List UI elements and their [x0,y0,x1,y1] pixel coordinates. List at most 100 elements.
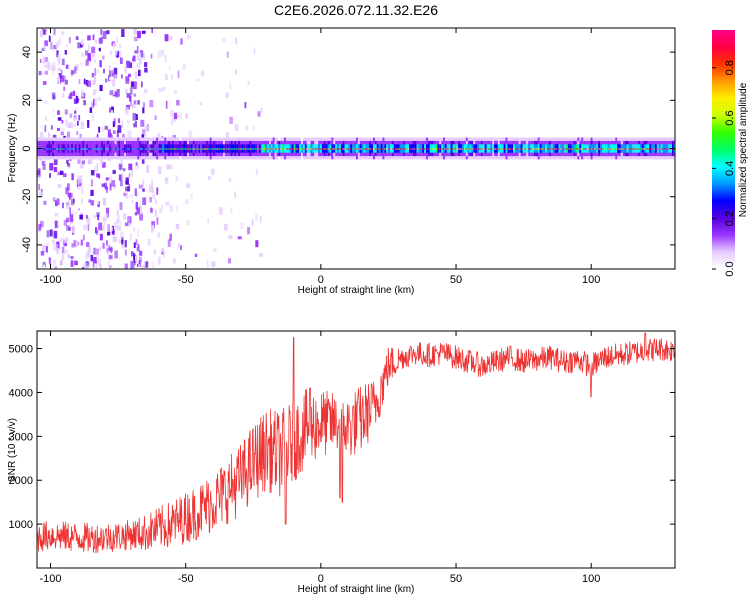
spectrogram-band-cell [579,148,582,150]
spectrogram-band-cell [339,148,342,150]
spectrogram-noise-cell [147,238,151,246]
spectrogram-noise-cell [38,184,41,191]
spectrogram-noise-cell [126,93,131,98]
page-title: C2E6.2026.072.11.32.E26 [274,2,438,18]
spectrogram-noise-cell [173,56,176,61]
spectrogram-band-cell [535,148,539,150]
spectrogram-noise-cell [132,55,136,62]
spectrogram-band-cell [458,148,461,150]
spectrogram-band-cell [308,148,312,150]
spectrogram-noise-cell [252,125,256,131]
spectrogram-band-cell [488,148,491,150]
spectrogram-noise-cell [257,111,261,117]
spectrogram-noise-cell [80,164,84,168]
spectrogram-noise-cell [53,29,56,36]
spectrogram-noise-cell [60,92,63,97]
spectrogram-ytick-label: -40 [21,237,33,253]
spectrogram-band-cell [602,148,605,150]
spectrogram-noise-cell [91,46,96,53]
spectrogram-band-cell [607,148,611,150]
spectrogram-band-cell [187,148,190,150]
spectrogram-band-cell [354,148,357,150]
snr-xtick-label: 0 [318,573,324,585]
spectrogram-noise-cell [260,107,263,113]
spectrogram-noise-cell [102,197,107,206]
spectrogram-noise-cell [124,249,127,256]
spectrogram-noise-cell [106,207,110,215]
spectrogram-noise-cell [92,89,97,94]
spectrogram-noise-cell [73,198,75,204]
spectrogram-noise-cell [90,101,93,107]
spectrogram-band-cell [558,148,561,150]
spectrogram-noise-cell [39,59,42,63]
spectrogram-band-cell [554,148,558,150]
spectrogram-noise-cell [75,215,79,220]
spectrogram-band-cell [547,148,550,150]
spectrogram-noise-cell [79,134,82,141]
spectrogram-noise-cell [94,58,97,63]
spectrogram-noise-cell [150,53,153,59]
spectrogram-band-cell [662,148,665,150]
spectrogram-noise-cell [75,96,79,104]
spectrogram-noise-cell [185,198,189,204]
spectrogram-band-cell [484,148,488,150]
spectrogram-band-cell [42,148,46,150]
spectrogram-noise-cell [175,223,180,230]
spectrogram-band-cell [399,148,402,150]
spectrogram-ytick-label: 20 [21,94,33,106]
spectrogram-band-cell [344,148,347,150]
spectrogram-noise-cell [144,88,148,94]
spectrogram-noise-cell [107,224,110,231]
snr-ylabel: SNR (10 * v/v) [7,418,18,482]
spectrogram-noise-cell [128,163,133,171]
spectrogram-noise-cell [112,130,116,134]
spectrogram-noise-cell [38,223,42,231]
spectrogram-noise-cell [167,239,171,247]
spectrogram-noise-cell [144,267,148,269]
spectrogram-noise-cell [54,220,58,228]
spectrogram-band-cell [410,148,414,150]
spectrogram-noise-cell [161,87,165,92]
spectrogram-noise-cell [135,162,139,170]
spectrogram-noise-cell [61,120,64,124]
spectrogram-noise-cell [64,109,68,115]
spectrogram-noise-cell [42,244,46,252]
spectrogram-noise-cell [74,66,77,74]
spectrogram-noise-cell [160,223,164,228]
spectrogram-noise-cell [42,261,46,268]
spectrogram-band-cell [232,148,235,150]
spectrogram-ytick-label: -20 [21,189,33,205]
spectrogram-noise-cell [129,81,133,90]
spectrogram-noise-cell [101,127,105,133]
spectrogram-noise-cell [140,119,145,127]
spectrogram-noise-cell [94,68,96,76]
spectrogram-band-cell [139,148,142,150]
colorbar-tick-label: 0.2 [724,211,736,226]
spectrogram-noise-cell [104,216,107,222]
spectrogram-noise-cell [126,60,130,68]
spectrogram-noise-cell [44,40,48,47]
spectrogram-noise-cell [180,245,182,251]
spectrogram-band-cell [350,148,353,150]
spectrogram-xtick-label: 0 [318,274,324,286]
spectrogram-noise-cell [55,220,59,229]
spectrogram-noise-cell [136,191,139,199]
spectrogram-band-cell [420,148,423,150]
spectrogram-band-cell [401,148,404,150]
spectrogram-noise-cell [55,42,59,49]
spectrogram-band-cell [272,148,276,150]
spectrogram-noise-cell [38,175,40,180]
spectrogram-noise-cell [50,31,55,38]
spectrogram-band-cell [348,148,351,150]
spectrogram-noise-cell [96,164,99,172]
spectrogram-band-cell [238,148,241,150]
spectrogram-noise-cell [112,236,117,243]
spectrogram-noise-cell [57,198,60,205]
spectrogram-noise-cell [114,250,118,259]
spectrogram-xtick-label: -50 [178,274,194,286]
spectrogram-noise-cell [206,259,209,268]
spectrogram-noise-cell [157,133,161,138]
spectrogram-band-cell [54,148,57,150]
spectrogram-noise-cell [139,50,144,58]
spectrogram-band-cell [649,148,652,150]
